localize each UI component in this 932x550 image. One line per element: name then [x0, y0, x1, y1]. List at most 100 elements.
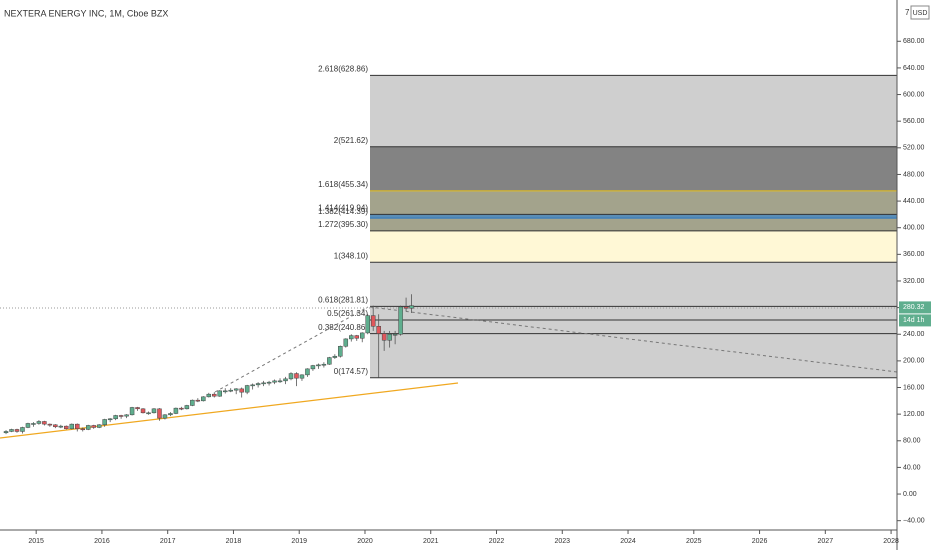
axes: −40.00 0.00 40.00 80.00 120.00 160.00 200.00 24… [28, 38, 931, 545]
fib-label: 1.382(414.39) [318, 207, 368, 216]
fib-band [370, 306, 897, 321]
countdown-box [899, 314, 931, 327]
candle-body [47, 423, 53, 426]
candle-body [370, 315, 376, 327]
candle-body [129, 407, 135, 416]
x-tick-label: 2027 [818, 538, 834, 545]
candle-body [80, 428, 86, 431]
candle-body [277, 380, 283, 383]
y-tick-label: 400.00 [903, 225, 925, 232]
candle-body [14, 429, 20, 432]
x-tick-label: 2022 [489, 538, 505, 545]
fib-band [370, 190, 897, 215]
y-tick-label: 160.00 [903, 384, 925, 391]
candle-body [69, 423, 75, 430]
candle-body [91, 425, 96, 428]
chart-title: NEXTERA ENERGY INC, 1M, Cboe BZX [4, 8, 168, 18]
fib-label: 1.414(419.94) [318, 204, 368, 213]
candle-body [250, 384, 255, 387]
candle-body [266, 381, 272, 384]
candle-body [349, 335, 354, 340]
candle-body [42, 421, 47, 425]
candle-body [288, 373, 294, 380]
candle-body [146, 412, 151, 415]
candle-body [190, 399, 195, 406]
y-tick-label: 40.00 [903, 464, 921, 471]
candle-body [338, 345, 343, 357]
candle-body [217, 390, 223, 397]
candle-body [9, 429, 14, 432]
candle-body [157, 408, 162, 419]
candle-body [398, 306, 403, 335]
fib-band [370, 218, 897, 231]
candle-body [376, 326, 381, 334]
candle-body [387, 333, 392, 341]
candle-body [332, 355, 338, 358]
fib-label: 0.5(261.34) [327, 309, 368, 318]
fib-band [370, 333, 897, 378]
candle-body [327, 357, 332, 365]
fib-band [370, 262, 897, 307]
x-tick-label: 2020 [357, 538, 373, 545]
y-tick-label: 440.00 [903, 198, 925, 205]
candle-body [75, 423, 80, 430]
fib-band [370, 75, 897, 147]
candle-body [261, 382, 266, 385]
x-tick-label: 2028 [883, 538, 899, 545]
y-tick-label: 240.00 [903, 331, 925, 338]
candle-body [365, 315, 370, 334]
candle-body [239, 388, 244, 393]
candle-body [233, 388, 239, 391]
dashed-trend-line [214, 306, 369, 393]
candle-body [102, 419, 107, 426]
candle-body [184, 405, 190, 410]
candle-body [64, 425, 69, 430]
fib-label: 2.618(628.86) [318, 64, 368, 73]
candle-body [107, 418, 113, 421]
fib-label: 1.272(395.30) [318, 220, 368, 229]
candle-body [3, 431, 9, 434]
candle-body [124, 414, 129, 417]
x-tick-label: 2021 [423, 538, 439, 545]
x-tick-label: 2019 [291, 538, 307, 545]
x-tick-label: 2024 [620, 538, 636, 545]
candle-body [96, 424, 102, 428]
candle-body [25, 423, 31, 428]
candle-body [135, 407, 140, 410]
y-tick-label: 320.00 [903, 278, 925, 285]
last-price-label: 280.32 [903, 304, 925, 311]
candle-body [255, 383, 261, 386]
fib-band [370, 214, 897, 219]
x-tick-label: 2023 [554, 538, 570, 545]
y-tick-label: 200.00 [903, 358, 925, 365]
currency-box[interactable] [910, 5, 930, 20]
candle-body [162, 414, 168, 419]
candle-body [85, 425, 91, 430]
last-price-box [899, 301, 931, 314]
candle-body [151, 408, 157, 414]
candle-body [222, 390, 228, 393]
x-tick-label: 2018 [226, 538, 242, 545]
candle-body [195, 399, 201, 402]
candle-body [206, 393, 212, 398]
candle-body [201, 396, 206, 402]
x-tick-label: 2017 [160, 538, 176, 545]
x-tick-label: 2016 [94, 538, 110, 545]
candle-body [310, 365, 316, 370]
fib-label: 1.618(455.34) [318, 180, 368, 189]
candle-body [36, 421, 42, 424]
fib-label: 2(521.62) [334, 136, 369, 145]
fib-band [370, 146, 897, 191]
candle-body [140, 408, 146, 414]
candle-body [53, 424, 58, 428]
candle-body [392, 333, 398, 336]
candle-body [381, 333, 387, 341]
candle-body [272, 380, 277, 383]
currency-label[interactable]: USD [913, 10, 928, 17]
y-tick-label: 360.00 [903, 251, 925, 258]
fib-label: 0.618(281.81) [318, 296, 368, 305]
candle-body [173, 407, 179, 414]
corner-label: 7 [905, 8, 910, 17]
candle-body [305, 368, 310, 376]
y-tick-label: 80.00 [903, 438, 921, 445]
